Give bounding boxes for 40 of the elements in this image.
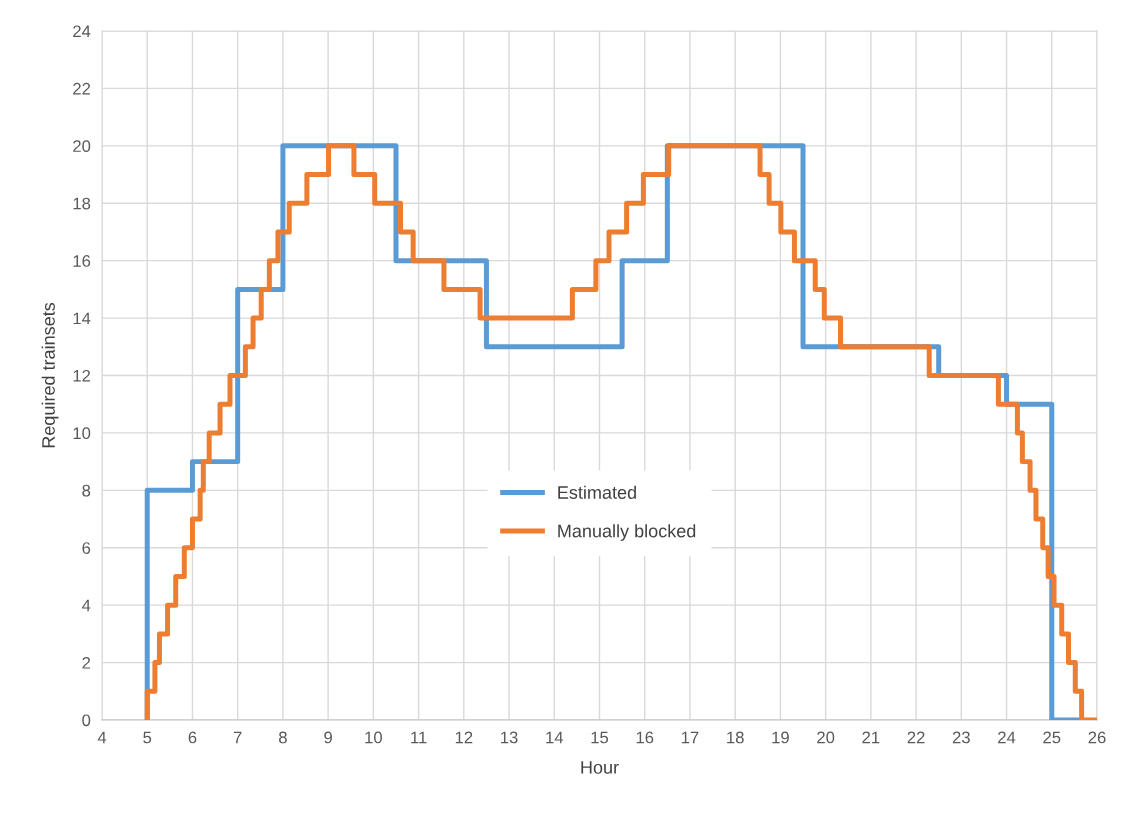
x-tick-label: 24 bbox=[998, 731, 1016, 744]
y-tick-label: 10 bbox=[73, 427, 91, 440]
x-tick-label: 23 bbox=[952, 731, 970, 744]
y-tick-label: 12 bbox=[73, 369, 91, 382]
x-tick-label: 19 bbox=[772, 731, 789, 744]
x-tick-label: 18 bbox=[727, 731, 744, 744]
x-tick-label: 16 bbox=[636, 731, 654, 744]
x-tick-label: 21 bbox=[862, 731, 880, 744]
y-tick-label: 2 bbox=[82, 656, 91, 669]
x-tick-label: 4 bbox=[97, 731, 107, 744]
x-tick-label: 11 bbox=[411, 731, 427, 744]
x-tick-label: 26 bbox=[1088, 731, 1106, 744]
x-tick-label: 13 bbox=[501, 731, 518, 744]
y-tick-label: 14 bbox=[73, 312, 91, 325]
x-tick-label: 5 bbox=[143, 731, 152, 744]
y-tick-label: 16 bbox=[73, 255, 91, 267]
y-tick-label: 6 bbox=[82, 542, 91, 554]
x-tick-label: 14 bbox=[546, 731, 564, 744]
legend-label: Estimated bbox=[558, 485, 636, 499]
x-tick-label: 6 bbox=[188, 731, 197, 744]
x-tick-label: 17 bbox=[681, 731, 699, 744]
legend-label: Manually blocked bbox=[558, 524, 696, 541]
y-axis-title: Required trainsets bbox=[41, 302, 59, 448]
y-tick-label: 4 bbox=[82, 599, 91, 612]
x-tick-label: 22 bbox=[907, 731, 925, 744]
x-tick-label: 20 bbox=[817, 731, 835, 744]
y-tick-label: 20 bbox=[73, 140, 91, 153]
y-tick-label: 18 bbox=[73, 197, 91, 210]
x-tick-label: 8 bbox=[279, 731, 287, 744]
x-tick-label: 12 bbox=[455, 731, 473, 744]
y-tick-label: 0 bbox=[82, 714, 91, 727]
x-tick-label: 7 bbox=[233, 731, 242, 744]
x-tick-label: 15 bbox=[591, 731, 609, 744]
x-tick-label: 9 bbox=[324, 731, 332, 744]
x-axis-title: Hour bbox=[581, 761, 619, 774]
x-tick-label: 25 bbox=[1043, 731, 1061, 744]
x-tick-label: 10 bbox=[365, 731, 382, 744]
y-tick-label: 24 bbox=[73, 25, 91, 38]
y-tick-label: 22 bbox=[73, 82, 91, 95]
y-tick-label: 8 bbox=[82, 484, 91, 497]
